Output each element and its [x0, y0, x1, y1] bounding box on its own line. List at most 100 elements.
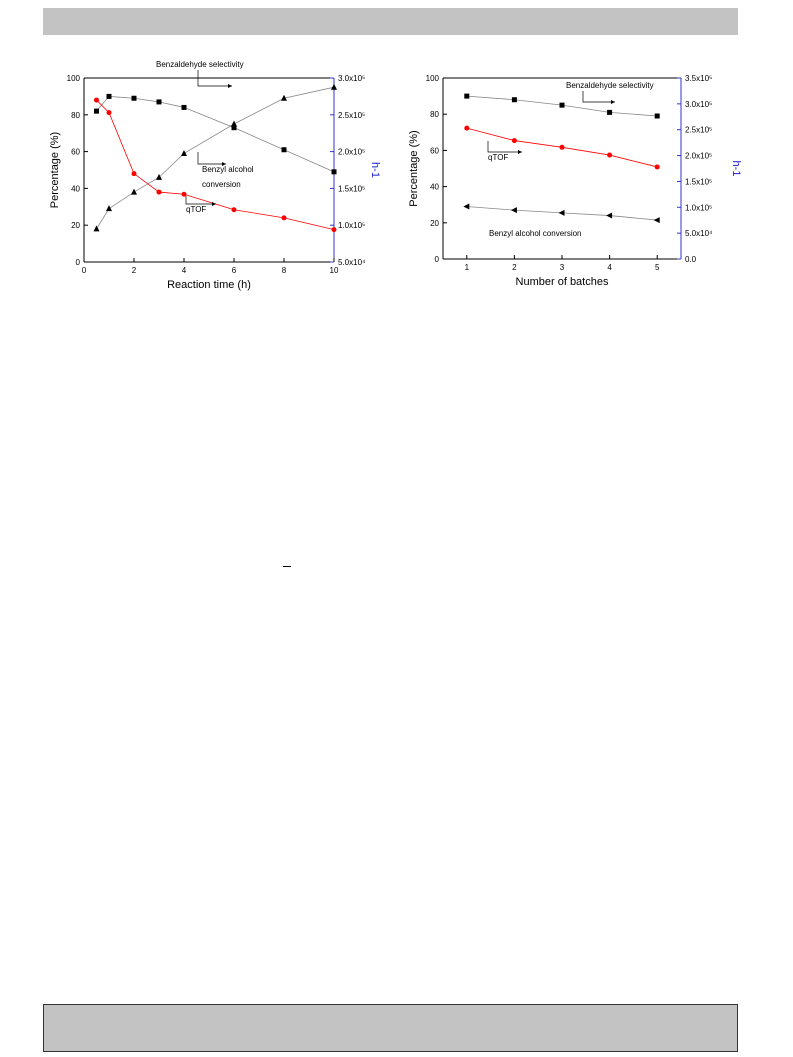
data-point-square [281, 147, 287, 153]
data-point-circle [281, 215, 287, 221]
chart-number-of-batches: 1 2 3 4 5 0 20 40 60 80 100 0.0 5.0x10⁴ 1.0x10⁵ 1.5x10… [408, 74, 742, 288]
annotation-label: qTOF [488, 153, 508, 162]
y-tick-label: 0 [435, 255, 440, 264]
y-axis-label: Percentage (%) [408, 130, 420, 206]
data-point-square [331, 169, 337, 175]
data-point-circle [231, 207, 237, 213]
x-tick-label: 2 [132, 266, 137, 275]
stray-dash [283, 566, 291, 567]
x-tick-label: 3 [560, 263, 565, 272]
data-point-circle [464, 125, 470, 131]
annotation-arrow [185, 196, 216, 205]
y2-tick-label: 5.0x10⁴ [685, 229, 713, 238]
y-tick-label: 20 [430, 219, 439, 228]
y-tick-label: 100 [426, 74, 440, 83]
y-tick-label: 0 [76, 258, 81, 267]
data-point-triangle [653, 217, 660, 224]
x-axis-label: Reaction time (h) [167, 279, 251, 291]
data-point-triangle [331, 83, 337, 90]
x-tick-label: 1 [465, 263, 470, 272]
annotation-label: Benzyl alcohol [202, 165, 254, 174]
data-point-triangle [558, 209, 565, 216]
y2-tick-label: 1.0x10⁵ [338, 221, 365, 230]
data-point-circle [131, 171, 137, 177]
annotation-arrow [487, 141, 522, 153]
data-point-square [464, 93, 470, 99]
y2-tick-label: 2.0x10⁵ [338, 148, 365, 157]
y-tick-label: 60 [71, 148, 80, 157]
chart-reaction-time: 0 2 4 6 8 100204060801005.0x10⁴1.0x10⁵1.5x10⁵… [49, 60, 381, 291]
data-point-square [654, 113, 660, 119]
annotation-label: qTOF [186, 205, 206, 214]
data-point-circle [331, 227, 337, 233]
y2-tick-label: 5.0x10⁴ [338, 258, 366, 267]
y-tick-label: 60 [430, 146, 439, 155]
data-point-square [131, 95, 137, 101]
header-bar [43, 8, 738, 35]
y2-tick-label: 3.0x10⁵ [685, 100, 712, 109]
data-point-circle [94, 97, 99, 103]
y2-tick-label: 2.5x10⁵ [338, 111, 365, 120]
data-point-triangle [510, 207, 517, 214]
annotation-label: Benzaldehyde selectivity [566, 81, 654, 90]
data-point-square [607, 109, 613, 115]
data-point-circle [559, 144, 565, 150]
data-point-triangle [93, 225, 100, 232]
y2-tick-label: 1.5x10⁵ [685, 177, 712, 186]
annotation-arrow [582, 91, 615, 103]
x-tick-label: 4 [607, 263, 612, 272]
data-point-circle [181, 191, 187, 197]
data-point-triangle [606, 212, 613, 219]
data-point-triangle [181, 149, 187, 156]
data-point-triangle [106, 205, 112, 212]
arrow-head [518, 150, 522, 154]
data-point-circle [607, 152, 613, 158]
arrow-head [212, 202, 216, 206]
data-point-triangle [156, 173, 162, 180]
x-tick-label: 5 [655, 263, 660, 272]
x-tick-label: 0 [82, 266, 87, 275]
y2-tick-label: 2.0x10⁵ [685, 152, 712, 161]
data-point-square [106, 93, 112, 99]
data-point-triangle [231, 120, 237, 127]
y2-tick-label: 1.5x10⁵ [338, 184, 365, 193]
data-point-circle [156, 189, 162, 195]
y-tick-label: 80 [430, 110, 439, 119]
x-tick-label: 6 [232, 266, 237, 275]
data-point-circle [511, 138, 517, 144]
y-tick-label: 100 [67, 74, 81, 83]
annotation-arrow [197, 70, 232, 87]
y-tick-label: 40 [71, 184, 80, 193]
y2-axis-label: h-1 [369, 162, 381, 178]
y2-tick-label: 1.0x10⁵ [685, 203, 712, 212]
data-point-circle [654, 164, 660, 170]
footer-box [43, 1004, 738, 1052]
data-point-square [559, 102, 565, 108]
data-point-square [156, 99, 162, 105]
series-line-1 [96, 86, 335, 230]
y2-axis-label: h-1 [730, 161, 742, 177]
data-point-square [231, 125, 237, 131]
annotation-arrow [197, 152, 226, 165]
y2-tick-label: 0.0 [685, 255, 697, 264]
arrow-head [611, 100, 615, 104]
data-point-triangle [463, 203, 470, 210]
series-line-2 [96, 99, 335, 231]
y2-tick-label: 3.0x10⁵ [338, 74, 365, 83]
y2-tick-label: 3.5x10⁵ [685, 74, 712, 83]
x-tick-label: 8 [282, 266, 287, 275]
data-point-circle [106, 110, 112, 116]
x-tick-label: 2 [512, 263, 517, 272]
arrow-head [222, 162, 226, 166]
data-point-square [511, 97, 517, 103]
x-axis-label: Number of batches [516, 276, 609, 288]
y-tick-label: 20 [71, 221, 80, 230]
annotation-label: conversion [202, 180, 241, 189]
arrow-head [228, 84, 232, 88]
y2-tick-label: 2.5x10⁵ [685, 126, 712, 135]
data-point-square [94, 108, 99, 114]
y-axis-label: Percentage (%) [49, 132, 61, 208]
x-tick-label: 10 [330, 266, 339, 275]
y-tick-label: 80 [71, 111, 80, 120]
